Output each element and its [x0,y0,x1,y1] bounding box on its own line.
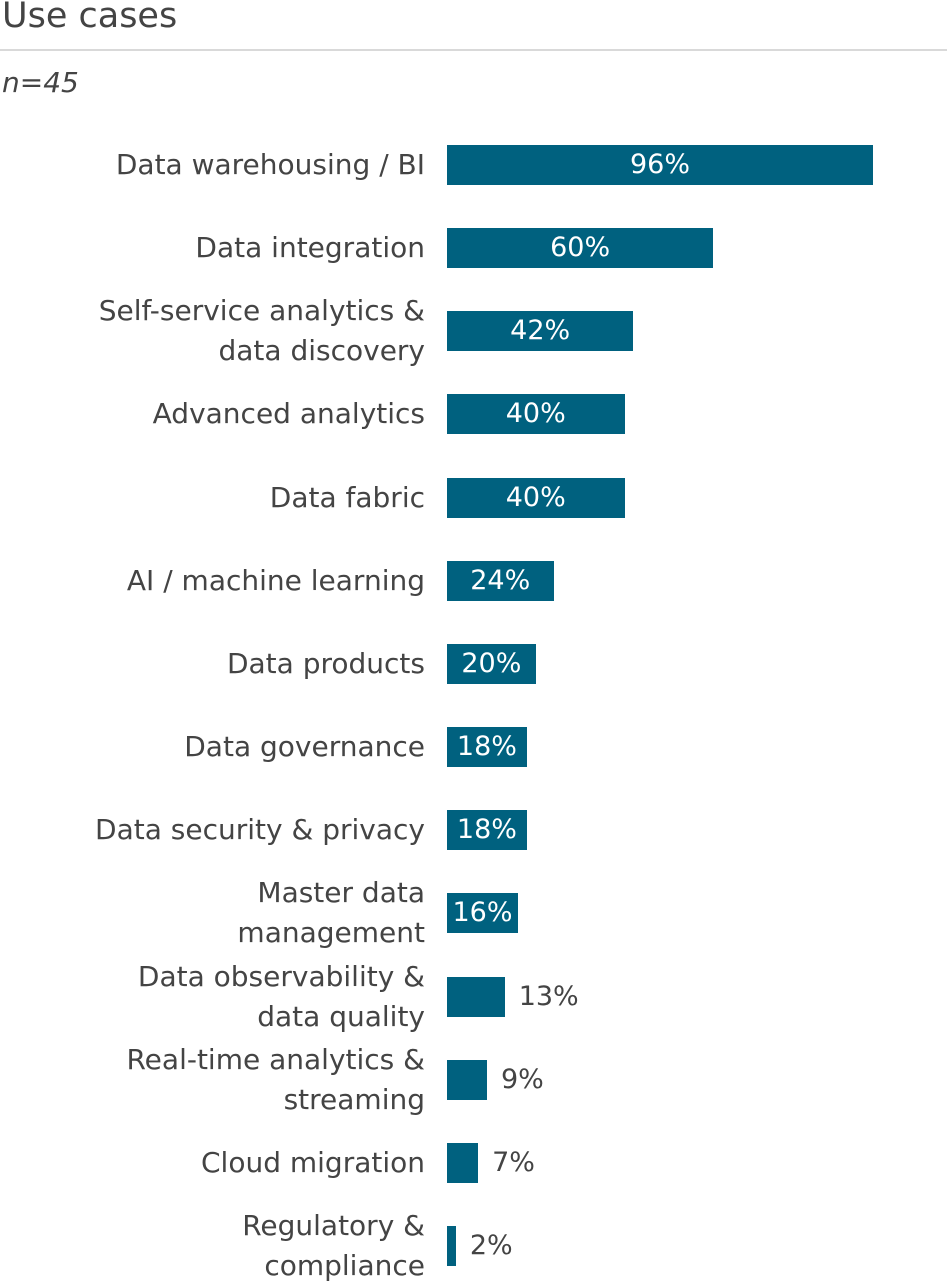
category-label: Data products [0,644,425,684]
category-label: Cloud migration [0,1143,425,1183]
category-label-line: Data products [226,646,425,680]
category-label: Self-service analytics & data discovery [0,291,425,371]
bar [447,643,536,684]
bar [447,228,714,269]
chart-title: Use cases [2,0,178,36]
category-label: Data fabric [0,478,425,518]
data-label: 16% [452,897,513,929]
title-divider [0,49,947,51]
bar [447,810,527,851]
bar [447,394,625,435]
category-label-line: compliance [264,1248,425,1282]
bar [447,727,527,768]
data-label: 96% [629,149,690,180]
bar [447,1225,456,1266]
category-label: AI / machine learning [0,561,425,601]
bar [447,560,554,601]
category-label: Real-time analytics & streaming [0,1040,425,1120]
data-label: 42% [510,315,571,347]
category-label-line: streaming [283,1082,425,1116]
sample-size: n=45 [2,66,79,99]
category-label-line: Data integration [195,231,425,265]
category-label: Data integration [0,228,425,268]
category-label-line: Master data [257,876,425,910]
category-label-line: Data warehousing / BI [115,148,425,181]
bar [447,477,625,518]
category-label-line: Data governance [184,730,425,764]
category-label-line: data discovery [218,334,425,368]
category-label: Data governance [0,727,425,767]
data-label: 18% [456,731,517,763]
category-label-line: Cloud migration [200,1145,425,1179]
bar [447,976,505,1017]
data-label: 2% [469,1229,513,1261]
category-label-line: Self-service analytics & [98,294,425,328]
data-label: 7% [492,1146,535,1178]
bar [447,1142,479,1183]
category-label: Data warehousing / BI [0,145,425,185]
data-label: 20% [461,647,522,679]
category-label: Regulatory & compliance [0,1206,425,1286]
category-label-line: management [237,916,425,950]
data-label: 9% [500,1063,544,1095]
bar [447,145,873,185]
data-label: 40% [505,398,566,430]
data-label: 13% [518,980,579,1012]
bar [447,1059,487,1100]
data-label: 60% [550,232,611,264]
category-label-line: AI / machine learning [126,563,425,597]
category-label: Data security & privacy [0,810,425,850]
category-label: Advanced analytics [0,394,425,434]
data-label: 24% [470,564,531,596]
category-label-line: Data fabric [269,480,425,514]
data-label: 18% [456,814,517,846]
category-label-line: data quality [257,999,425,1033]
category-label: Data observability & data quality [0,957,425,1037]
category-label-line: Advanced analytics [152,397,425,431]
bar [447,311,634,352]
category-label-line: Regulatory & [242,1208,425,1242]
category-label: Master data management [0,873,425,953]
category-label-line: Data security & privacy [95,813,425,847]
bar [447,893,518,934]
category-label-line: Real-time analytics & [126,1042,425,1076]
data-label: 40% [505,481,566,513]
category-label-line: Data observability & [137,959,425,993]
